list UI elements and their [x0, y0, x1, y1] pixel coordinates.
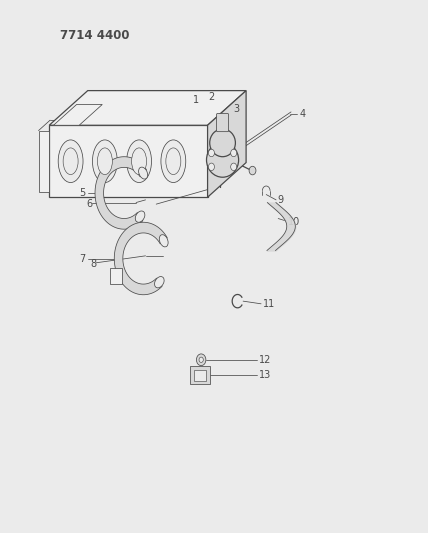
- Text: 12: 12: [259, 355, 271, 365]
- Ellipse shape: [127, 140, 152, 182]
- Text: 4: 4: [300, 109, 306, 118]
- Circle shape: [208, 149, 214, 157]
- Ellipse shape: [161, 140, 186, 182]
- Text: 7714 4400: 7714 4400: [60, 29, 129, 42]
- Circle shape: [231, 163, 237, 171]
- Ellipse shape: [166, 148, 181, 175]
- FancyBboxPatch shape: [190, 366, 210, 384]
- Text: 5: 5: [79, 188, 86, 198]
- Polygon shape: [114, 222, 167, 295]
- Ellipse shape: [92, 140, 117, 182]
- Polygon shape: [49, 125, 208, 197]
- Polygon shape: [39, 131, 49, 192]
- Text: 3: 3: [233, 104, 239, 114]
- Text: 2: 2: [208, 92, 214, 102]
- Circle shape: [208, 163, 214, 171]
- Ellipse shape: [58, 140, 83, 182]
- Text: 13: 13: [259, 370, 271, 380]
- Circle shape: [231, 149, 237, 157]
- Text: 6: 6: [86, 199, 92, 208]
- Circle shape: [196, 354, 206, 366]
- Ellipse shape: [155, 277, 164, 288]
- Polygon shape: [208, 91, 246, 197]
- Ellipse shape: [159, 235, 168, 247]
- Text: 8: 8: [90, 259, 96, 269]
- Ellipse shape: [131, 148, 146, 175]
- Ellipse shape: [135, 211, 145, 222]
- Ellipse shape: [139, 167, 148, 179]
- Ellipse shape: [63, 148, 78, 175]
- Ellipse shape: [206, 143, 239, 177]
- FancyBboxPatch shape: [110, 268, 122, 284]
- Circle shape: [249, 166, 256, 175]
- FancyBboxPatch shape: [194, 370, 206, 381]
- Text: 7: 7: [79, 254, 86, 263]
- Text: 10: 10: [288, 217, 300, 227]
- Text: 9: 9: [277, 196, 283, 205]
- Text: 11: 11: [263, 299, 275, 309]
- Circle shape: [199, 357, 203, 362]
- Ellipse shape: [210, 129, 235, 157]
- Ellipse shape: [97, 148, 112, 175]
- FancyBboxPatch shape: [217, 114, 229, 132]
- Polygon shape: [49, 91, 246, 125]
- Polygon shape: [54, 104, 102, 125]
- Polygon shape: [95, 157, 146, 229]
- Text: 1: 1: [193, 95, 199, 105]
